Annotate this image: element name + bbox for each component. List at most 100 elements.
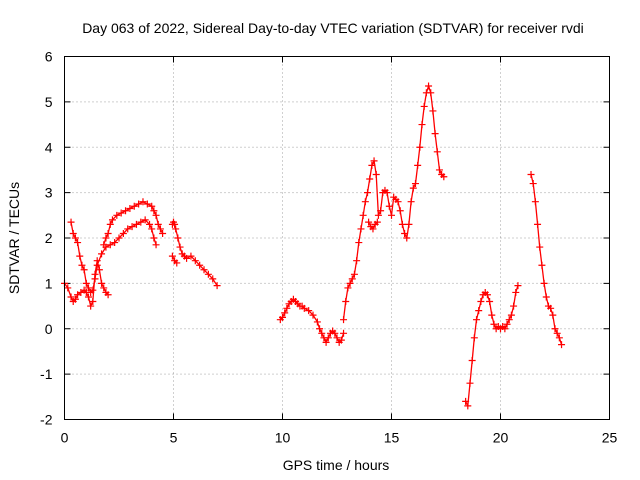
- data-point: [514, 282, 522, 290]
- data-point: [128, 223, 136, 231]
- series-segment: [168, 218, 221, 290]
- data-point: [78, 261, 86, 269]
- data-point: [346, 279, 354, 287]
- data-point: [558, 341, 566, 349]
- data-point: [150, 207, 158, 215]
- data-point: [468, 357, 476, 365]
- x-tick-label: 20: [493, 430, 509, 446]
- data-point: [370, 157, 378, 165]
- data-point: [124, 225, 132, 233]
- series-segment: [365, 218, 381, 233]
- data-point: [364, 189, 372, 197]
- data-point: [100, 241, 108, 249]
- data-point: [333, 334, 341, 342]
- data-point: [388, 211, 395, 219]
- data-point: [431, 130, 439, 138]
- data-point: [324, 334, 332, 342]
- data-point: [435, 166, 443, 174]
- data-point: [429, 107, 437, 115]
- data-point: [486, 298, 494, 306]
- data-point: [64, 284, 72, 292]
- data-point: [168, 252, 176, 260]
- data-point: [377, 207, 385, 215]
- data-point: [213, 282, 221, 290]
- data-point: [159, 229, 167, 237]
- data-point: [538, 261, 546, 269]
- data-point: [473, 316, 481, 324]
- data-point: [549, 311, 557, 319]
- data-point: [98, 250, 106, 258]
- y-axis-label: SDTVAR / TECUs: [6, 182, 22, 294]
- data-point: [152, 211, 160, 219]
- data-point: [425, 82, 433, 90]
- data-point: [183, 254, 191, 262]
- data-point: [368, 161, 376, 169]
- data-point: [156, 225, 164, 233]
- data-point: [477, 298, 485, 306]
- data-point: [483, 291, 491, 299]
- data-point: [135, 200, 143, 208]
- data-point: [462, 397, 470, 405]
- data-point: [106, 220, 114, 228]
- y-tick-label: 0: [45, 321, 53, 337]
- data-point: [318, 329, 326, 337]
- data-point: [71, 295, 79, 303]
- data-point: [505, 316, 513, 324]
- data-point: [130, 202, 138, 210]
- data-point: [100, 284, 108, 292]
- data-point: [355, 239, 363, 247]
- data-point: [200, 266, 208, 274]
- data-point: [510, 302, 518, 310]
- data-point: [84, 293, 92, 301]
- data-point: [383, 189, 391, 197]
- data-point: [385, 202, 393, 210]
- y-tick-label: 4: [45, 139, 53, 155]
- series-segment: [168, 252, 181, 267]
- data-point: [353, 257, 361, 265]
- series-segment: [67, 216, 160, 296]
- data-point: [369, 225, 377, 233]
- data-point: [373, 218, 381, 226]
- y-tick-label: 5: [45, 94, 53, 110]
- y-tick-label: -2: [40, 412, 53, 428]
- data-point: [171, 220, 179, 228]
- data-point: [344, 284, 352, 292]
- data-point: [174, 234, 182, 242]
- series-segment: [276, 295, 348, 346]
- data-point: [209, 275, 217, 283]
- data-point: [117, 209, 125, 217]
- data-point: [361, 198, 369, 206]
- data-point: [115, 234, 123, 242]
- data-point: [536, 243, 544, 251]
- data-point: [148, 202, 156, 210]
- data-point: [283, 304, 291, 312]
- data-point: [84, 284, 92, 292]
- series-line: [342, 85, 445, 321]
- x-tick-label: 25: [602, 430, 618, 446]
- data-point: [143, 200, 151, 208]
- data-point: [173, 259, 181, 267]
- data-point: [67, 293, 75, 301]
- series-line: [279, 298, 345, 344]
- data-point: [87, 302, 95, 310]
- data-point: [176, 243, 184, 251]
- series-line: [464, 284, 519, 407]
- data-point: [137, 218, 145, 226]
- data-point: [365, 218, 373, 226]
- data-point: [119, 229, 127, 237]
- data-point: [401, 229, 409, 237]
- plot-frame: [64, 56, 610, 420]
- data-point: [414, 161, 422, 169]
- data-point: [501, 325, 509, 333]
- data-point: [89, 286, 97, 294]
- data-point: [529, 180, 537, 188]
- data-point: [547, 304, 555, 312]
- data-point: [148, 225, 156, 233]
- data-point: [357, 225, 365, 233]
- data-point: [102, 234, 110, 242]
- data-point: [108, 216, 116, 224]
- data-point: [67, 218, 75, 226]
- x-tick-label: 5: [170, 430, 178, 446]
- y-tick-label: 6: [45, 49, 53, 65]
